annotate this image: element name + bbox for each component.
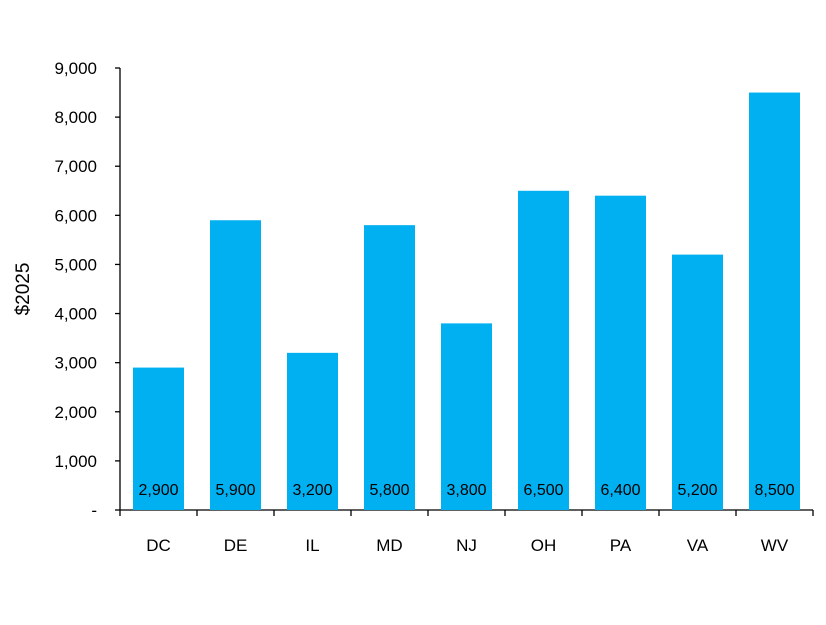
x-tick-label: VA — [687, 536, 709, 555]
data-label: 5,800 — [369, 482, 409, 499]
y-tick-label: 8,000 — [54, 108, 97, 127]
data-label: 8,500 — [754, 482, 794, 499]
y-tick-label: 3,000 — [54, 354, 97, 373]
data-label: 5,200 — [677, 482, 717, 499]
y-axis-title: $2025 — [13, 263, 34, 316]
data-label: 3,800 — [446, 482, 486, 499]
y-tick-label: 2,000 — [54, 403, 97, 422]
y-tick-label: 1,000 — [54, 452, 97, 471]
bar-dc — [133, 367, 184, 510]
y-tick-label: 4,000 — [54, 305, 97, 324]
bar-va — [672, 254, 723, 510]
bar-il — [287, 352, 338, 510]
bar-oh — [518, 190, 569, 510]
bar-md — [364, 225, 415, 510]
bar-wv — [749, 92, 800, 511]
data-labels: 2,900 5,900 3,200 5,800 3,800 6,500 6,400 5,200… — [138, 482, 794, 499]
x-tick-label: PA — [610, 536, 632, 555]
bars — [133, 92, 800, 511]
x-tick-label: DE — [224, 536, 248, 555]
bar-pa — [595, 195, 646, 510]
y-axis: - 1,000 2,000 3,000 4,000 5,000 6,000 7,000 8,00… — [54, 59, 121, 520]
data-label: 3,200 — [292, 482, 332, 499]
x-tick-label: WV — [761, 536, 789, 555]
data-label: 2,900 — [138, 482, 178, 499]
data-label: 5,900 — [215, 482, 255, 499]
y-tick-label: 5,000 — [54, 255, 97, 274]
y-tick-label: 6,000 — [54, 206, 97, 225]
x-tick-label: IL — [305, 536, 319, 555]
y-tick-label: 9,000 — [54, 59, 97, 78]
x-tick-label: NJ — [456, 536, 477, 555]
bar-de — [210, 220, 261, 510]
x-axis: DC DE IL MD NJ OH PA VA WV — [119, 509, 814, 555]
y-tick-label: - — [91, 501, 97, 520]
x-tick-label: OH — [531, 536, 557, 555]
data-label: 6,400 — [600, 482, 640, 499]
data-label: 6,500 — [523, 482, 563, 499]
y-tick-label: 7,000 — [54, 157, 97, 176]
x-tick-label: DC — [146, 536, 171, 555]
bar-nj — [441, 323, 492, 510]
x-tick-label: MD — [376, 536, 402, 555]
